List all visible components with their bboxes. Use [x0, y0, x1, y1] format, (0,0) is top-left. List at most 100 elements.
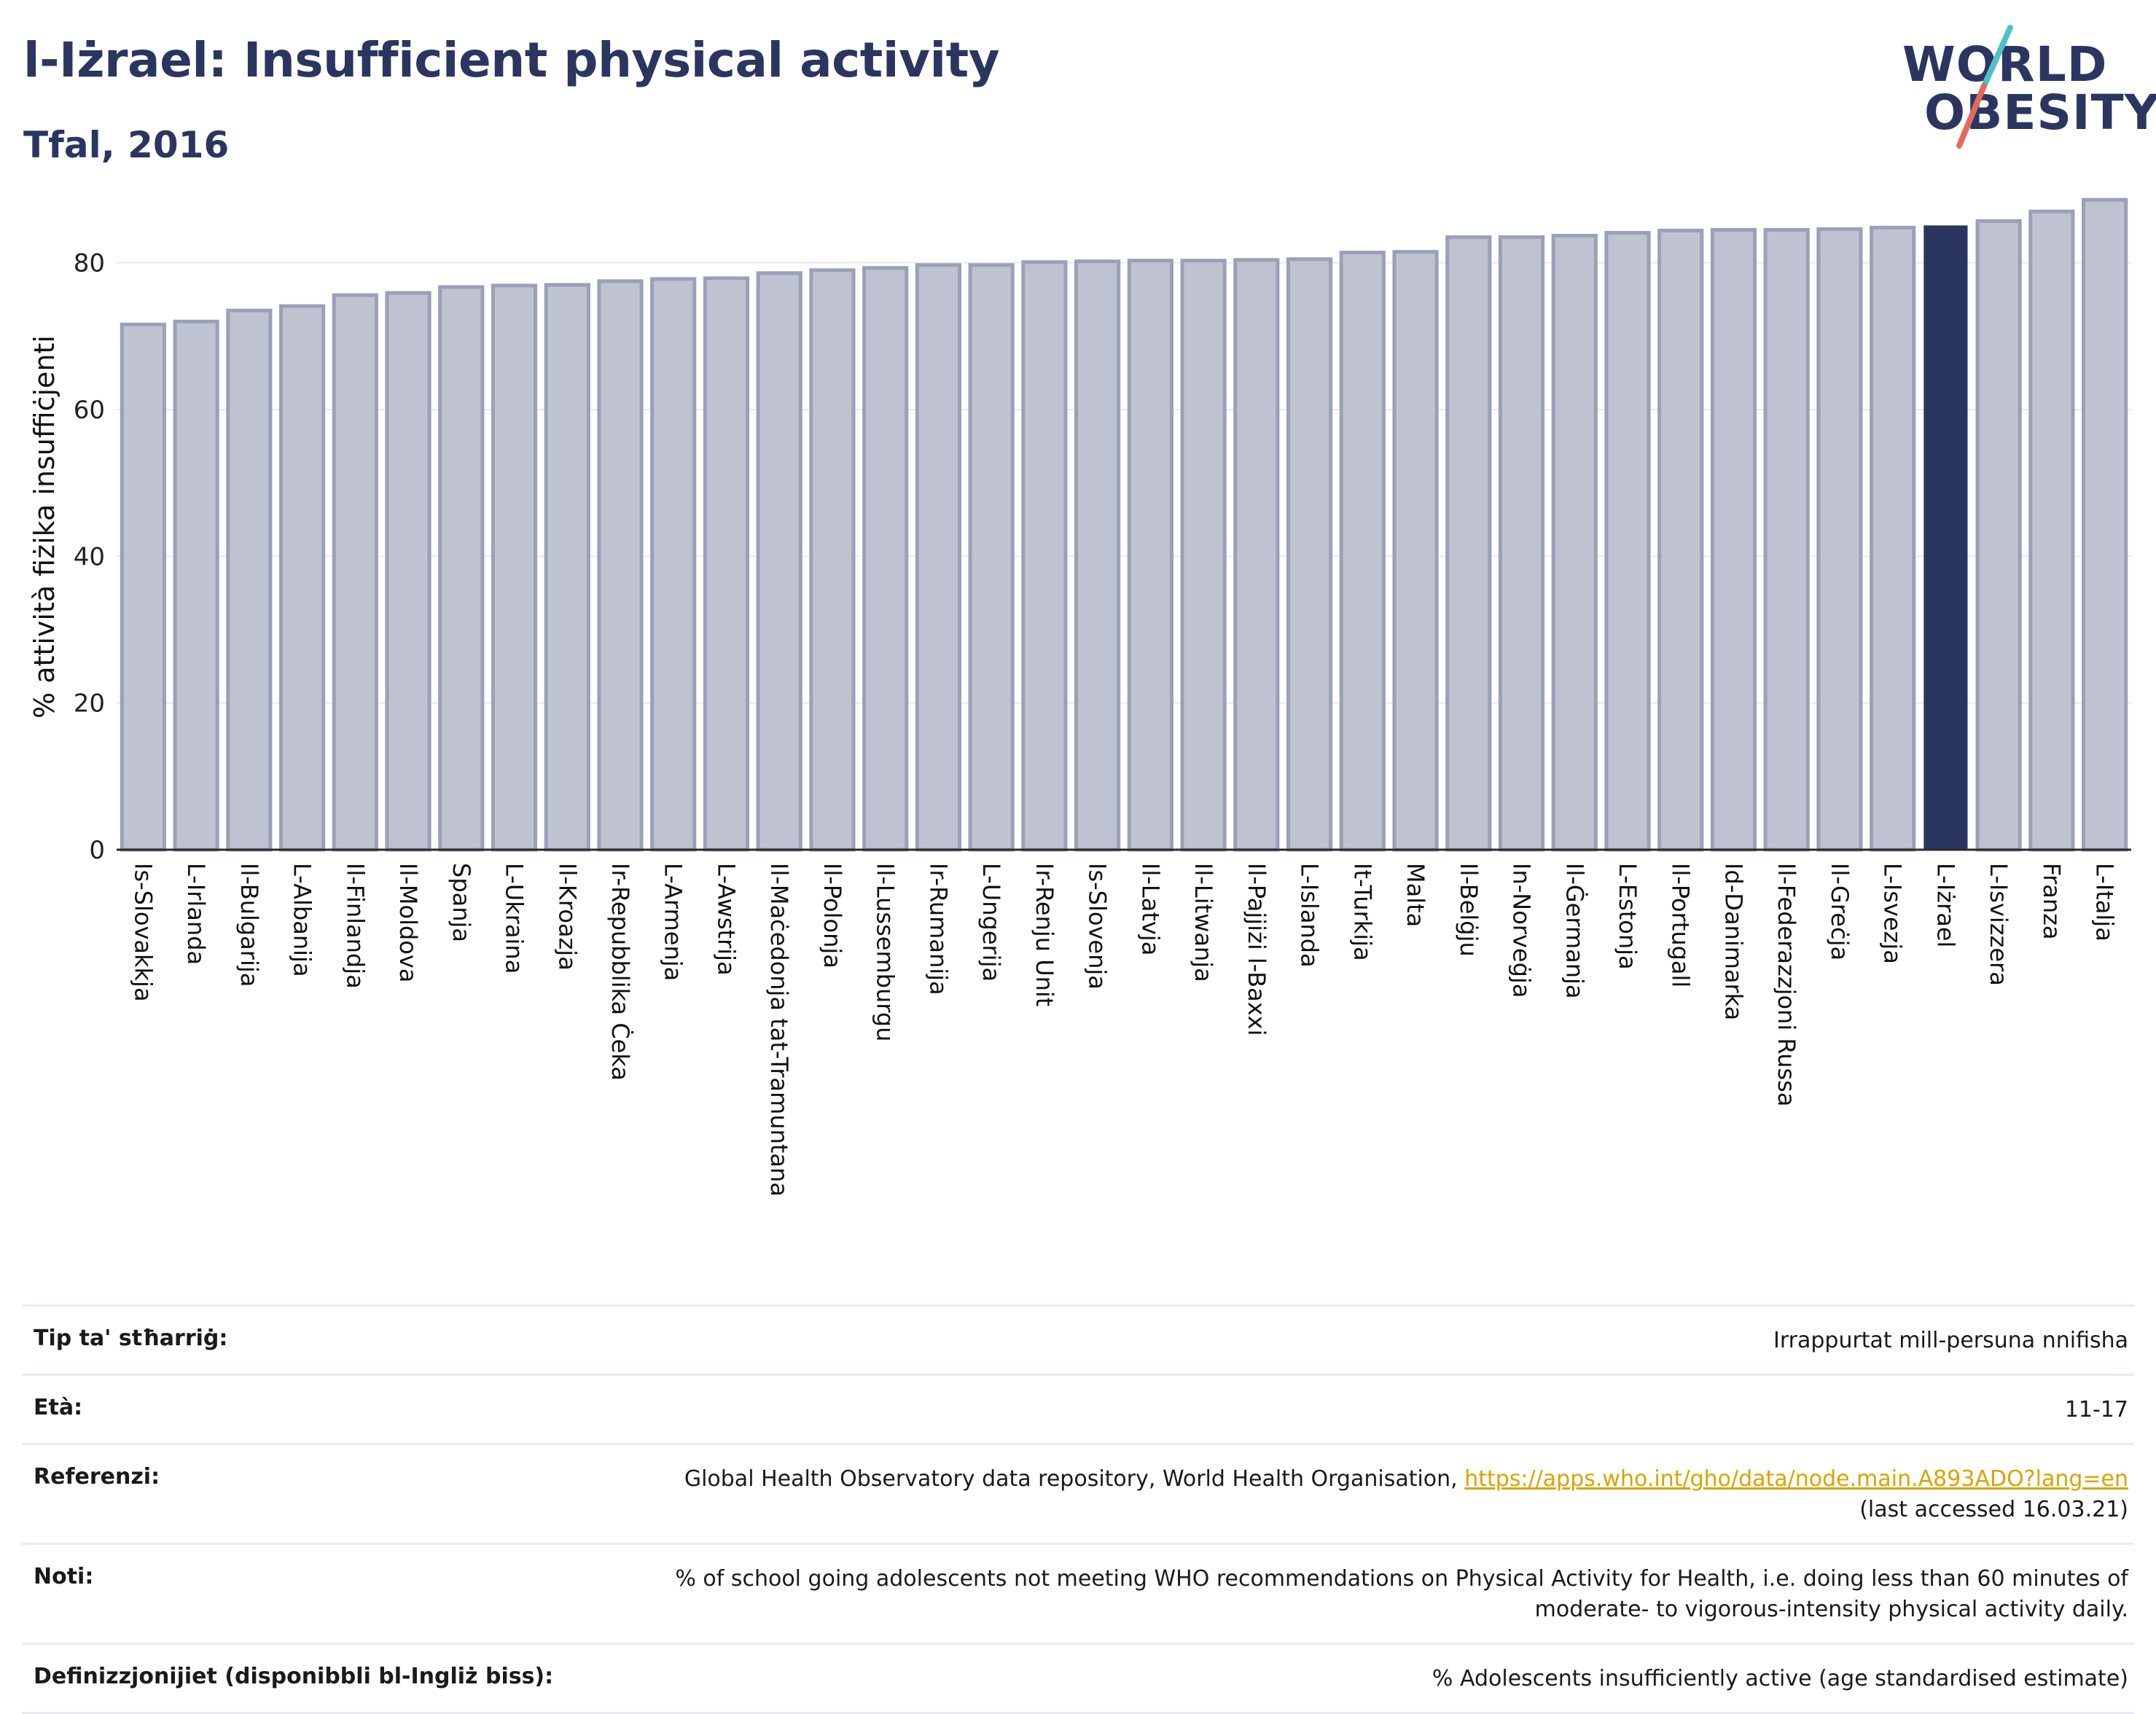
bars — [120, 197, 2128, 852]
bar-L-Isvezja — [1870, 225, 1916, 852]
x-tick-label: Il-Maċedonja tat-Tramuntana — [765, 863, 793, 1197]
bar-L-Estonja — [1604, 230, 1651, 852]
info-value: Global Health Observatory data repositor… — [593, 1443, 2134, 1544]
info-key: Età: — [22, 1374, 593, 1444]
bar-Il-Pajjiżi l-Baxxi — [1233, 258, 1280, 852]
chart-title: l-Iżrael: Insufficient physical activity — [23, 32, 1000, 88]
category-labels: Is-Slovakkja L-Irlanda Il-Bulgarija L-Alban… — [129, 863, 2118, 1197]
x-tick-label: Il-Kroazja — [553, 863, 581, 971]
x-tick-label: L-Awstrija — [712, 863, 740, 976]
x-tick-label: L-Italja — [2091, 863, 2119, 942]
bar-Franza — [2028, 209, 2075, 852]
x-tick-label: Il-Greċja — [1826, 863, 1854, 960]
bar-Il-Greċja — [1816, 227, 1863, 852]
x-tick-label: Il-Polonja — [819, 863, 846, 968]
info-key: Noti: — [22, 1543, 593, 1644]
bar-L-Isvizzera — [1975, 219, 2022, 852]
bar-chart: 0 20 40 60 80 Is-Slovakkja L-Irlanda Il-Bulgar… — [28, 197, 2131, 1197]
logo-line2: OBESITY — [1924, 85, 2156, 141]
bar-L-Iżrael — [1923, 225, 1968, 851]
bar-Il-Kroazja — [544, 283, 590, 852]
bar-L-Islanda — [1286, 257, 1333, 852]
chart-subtitle: Tfal, 2016 — [23, 124, 230, 166]
y-tick-label: 60 — [74, 396, 105, 425]
x-tick-label: Is-Slovenja — [1084, 863, 1112, 990]
x-tick-label: L-Albanija — [289, 863, 316, 977]
info-row-survey-type: Tip ta' stħarriġ: Irrappurtat mill-persu… — [22, 1304, 2134, 1375]
x-tick-label: Il-Finlandja — [341, 863, 369, 989]
info-value: 11-17 — [593, 1374, 2134, 1444]
x-tick-label: It-Turkija — [1348, 863, 1376, 961]
info-row-age: Età: 11-17 — [22, 1374, 2134, 1444]
info-key: Referenzi: — [22, 1443, 593, 1544]
x-tick-label: L-Isvizzera — [1985, 863, 2012, 986]
y-tick-label: 80 — [74, 249, 105, 278]
y-tick-label: 0 — [89, 836, 105, 865]
x-tick-label: L-Iżrael — [1932, 863, 1959, 947]
info-row-references: Referenzi: Global Health Observatory dat… — [22, 1443, 2134, 1544]
bar-Spanja — [438, 285, 485, 852]
bar-Il-Maċedonja tat-Tramuntana — [756, 271, 802, 852]
info-row-notes: Noti: % of school going adolescents not … — [22, 1543, 2134, 1644]
bar-Il-Federazzjoni Russa — [1763, 227, 1810, 852]
x-tick-label: Spanja — [448, 863, 475, 942]
x-tick-label: L-Ukraina — [501, 863, 528, 974]
x-tick-label: Il-Litwanja — [1190, 863, 1217, 982]
x-tick-label: Ir-Renju Unit — [1031, 863, 1058, 1006]
x-tick-label: L-Irlanda — [182, 863, 210, 965]
info-value: % of school going adolescents not meetin… — [593, 1543, 2134, 1644]
x-tick-label: L-Estonja — [1614, 863, 1641, 970]
x-tick-label: Id-Danimarka — [1719, 863, 1747, 1020]
info-key: Definizzjonijiet (disponibbli bl-Ingliż … — [22, 1643, 593, 1714]
x-tick-label: Il-Portugall — [1667, 863, 1695, 987]
bar-Il-Belġju — [1445, 235, 1492, 852]
bar-L-Italja — [2082, 197, 2128, 852]
y-tick-label: 40 — [74, 542, 105, 571]
bar-L-Albanija — [278, 304, 326, 852]
x-tick-label: L-Isvezja — [1879, 863, 1907, 964]
x-tick-label: Il-Moldova — [394, 863, 422, 982]
x-tick-label: L-Islanda — [1296, 863, 1324, 968]
bar-Il-Portugall — [1657, 228, 1704, 852]
bar-Il-Bulgarija — [226, 308, 273, 852]
x-tick-label: Is-Slovakkja — [129, 863, 157, 1002]
bar-Malta — [1392, 250, 1439, 852]
x-tick-label: Malta — [1402, 863, 1429, 927]
reference-link[interactable]: https://apps.who.int/gho/data/node.main.… — [1464, 1466, 2128, 1492]
bar-Il-Latvja — [1127, 259, 1173, 852]
x-tick-label: Il-Latvja — [1136, 863, 1164, 955]
bar-Ir-Renju Unit — [1021, 260, 1068, 852]
bar-Il-Polonja — [809, 268, 856, 852]
bar-L-Irlanda — [173, 319, 219, 852]
x-tick-label: Ir-Repubblika Ċeka — [606, 863, 634, 1081]
x-tick-label: Il-Lussemburgu — [872, 863, 899, 1041]
bar-L-Armenja — [650, 277, 697, 852]
bar-It-Turkija — [1339, 251, 1386, 852]
logo-line1: WORLD — [1902, 36, 2108, 93]
y-axis-label: % attività fiżika insuffiċjenti — [28, 335, 60, 719]
bar-Ir-Rumanija — [915, 263, 962, 852]
x-tick-label: Il-Ġermanja — [1561, 863, 1588, 999]
bar-In-Norveġja — [1498, 235, 1545, 852]
bar-L-Ukraina — [491, 283, 538, 852]
x-tick-label: Il-Pajjiżi l-Baxxi — [1243, 863, 1270, 1036]
y-tick-label: 20 — [74, 689, 105, 719]
x-tick-label: Il-Bulgarija — [235, 863, 263, 987]
bar-L-Ungerija — [968, 263, 1015, 852]
info-table: Tip ta' stħarriġ: Irrappurtat mill-persu… — [22, 1304, 2134, 1714]
x-tick-label: Ir-Rumanija — [924, 863, 952, 995]
bar-Il-Lussemburgu — [862, 266, 909, 852]
info-value: Irrappurtat mill-persuna nnifisha — [593, 1304, 2134, 1375]
x-tick-label: Il-Federazzjoni Russa — [1773, 863, 1800, 1106]
reference-accessed: (last accessed 16.03.21) — [1859, 1497, 2128, 1522]
x-tick-label: L-Ungerija — [977, 863, 1005, 982]
reference-text: Global Health Observatory data repositor… — [684, 1466, 1458, 1492]
bar-Ir-Repubblika Ċeka — [597, 279, 644, 852]
info-key: Tip ta' stħarriġ: — [22, 1304, 593, 1375]
info-value: % Adolescents insufficiently active (age… — [593, 1643, 2134, 1714]
axes: 0 20 40 60 80 — [74, 249, 2131, 865]
bar-L-Awstrija — [703, 276, 750, 852]
bar-Il-Ġermanja — [1551, 233, 1598, 852]
bar-Il-Finlandja — [332, 293, 378, 852]
bar-Is-Slovenja — [1074, 259, 1121, 852]
